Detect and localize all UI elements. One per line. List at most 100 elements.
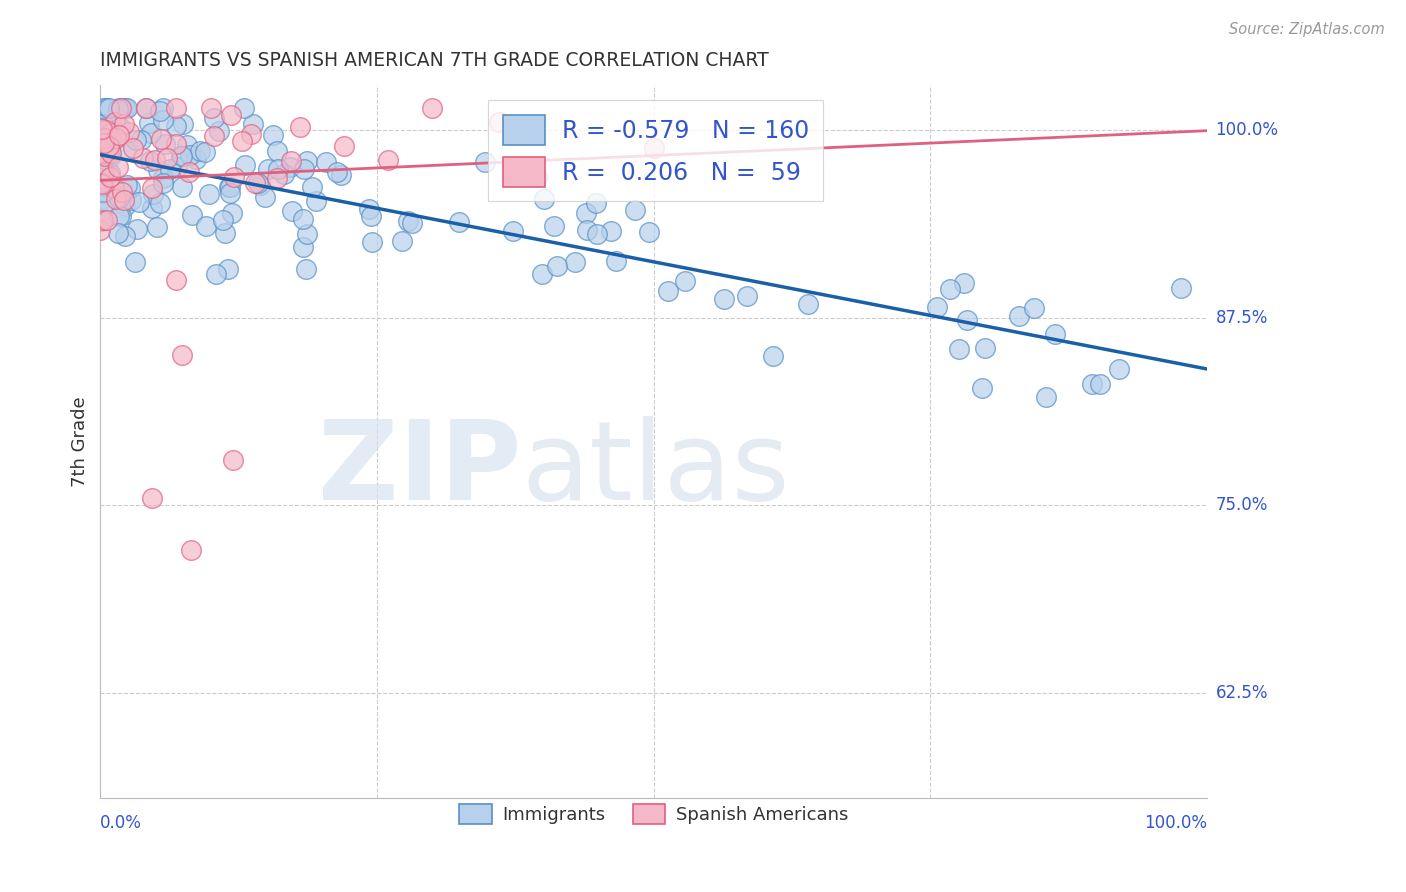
Point	[110, 210, 132, 224]
Point	[1035, 390, 1057, 404]
Point	[124, 255, 146, 269]
Point	[188, 144, 211, 158]
Point	[91, 166, 114, 180]
Point	[141, 491, 163, 505]
Point	[214, 226, 236, 240]
Point	[176, 137, 198, 152]
Point	[115, 101, 138, 115]
Point	[233, 158, 256, 172]
Point	[150, 132, 173, 146]
Point	[938, 282, 960, 296]
Point	[288, 120, 311, 134]
Point	[149, 195, 172, 210]
Point	[333, 139, 356, 153]
Point	[135, 101, 157, 115]
Point	[90, 121, 112, 136]
Point	[292, 211, 315, 226]
Point	[110, 101, 132, 115]
Point	[114, 199, 136, 213]
Point	[194, 145, 217, 159]
Point	[242, 117, 264, 131]
Point	[564, 255, 586, 269]
Point	[208, 124, 231, 138]
Point	[166, 161, 188, 175]
Point	[762, 349, 785, 363]
Point	[326, 165, 349, 179]
Point	[97, 165, 120, 179]
Point	[574, 206, 596, 220]
Point	[148, 162, 170, 177]
Point	[361, 235, 384, 249]
Point	[90, 177, 112, 191]
Point	[90, 176, 112, 190]
Point	[110, 120, 132, 135]
Point	[180, 543, 202, 558]
Point	[292, 240, 315, 254]
Point	[195, 219, 218, 233]
Point	[93, 198, 115, 212]
Point	[105, 125, 128, 139]
Point	[267, 162, 290, 177]
Point	[488, 115, 510, 129]
Point	[170, 149, 193, 163]
Point	[114, 101, 136, 115]
Point	[221, 108, 243, 122]
Point	[98, 139, 121, 153]
Point	[120, 193, 142, 207]
Point	[218, 179, 240, 194]
Text: Source: ZipAtlas.com: Source: ZipAtlas.com	[1229, 22, 1385, 37]
Point	[165, 101, 187, 115]
Point	[657, 284, 679, 298]
Point	[797, 297, 820, 311]
Point	[152, 176, 174, 190]
Point	[543, 219, 565, 234]
Legend: Immigrants, Spanish Americans: Immigrants, Spanish Americans	[451, 797, 856, 831]
Point	[181, 208, 204, 222]
Point	[330, 168, 353, 182]
Point	[91, 129, 114, 144]
Point	[301, 179, 323, 194]
Point	[120, 181, 142, 195]
Point	[952, 277, 974, 291]
Point	[143, 153, 166, 167]
Point	[197, 187, 219, 202]
Text: atlas: atlas	[522, 417, 789, 524]
Text: 87.5%: 87.5%	[1216, 309, 1268, 326]
Point	[156, 151, 179, 165]
Point	[159, 161, 181, 176]
Point	[135, 101, 157, 115]
Point	[205, 267, 228, 281]
Point	[605, 254, 627, 268]
Point	[973, 341, 995, 355]
Point	[1081, 376, 1104, 391]
Text: 0.0%: 0.0%	[100, 814, 142, 832]
Point	[278, 160, 301, 174]
Point	[305, 194, 328, 208]
Point	[202, 112, 225, 126]
Point	[401, 216, 423, 230]
Point	[273, 167, 295, 181]
Point	[118, 125, 141, 139]
Point	[141, 181, 163, 195]
Point	[93, 165, 115, 179]
Point	[422, 101, 444, 115]
Point	[98, 139, 121, 153]
Point	[91, 147, 114, 161]
Point	[546, 260, 568, 274]
Point	[1088, 376, 1111, 391]
Point	[233, 101, 256, 115]
Point	[249, 178, 271, 192]
Text: 75.0%: 75.0%	[1216, 496, 1268, 515]
Point	[108, 128, 131, 142]
Point	[104, 115, 127, 129]
Point	[107, 160, 129, 174]
Point	[90, 214, 112, 228]
Point	[111, 185, 134, 199]
Point	[391, 235, 413, 249]
Point	[111, 101, 134, 115]
Point	[266, 170, 288, 185]
Text: 62.5%: 62.5%	[1216, 684, 1268, 702]
Point	[91, 101, 114, 115]
Point	[98, 150, 121, 164]
Point	[1008, 309, 1031, 323]
